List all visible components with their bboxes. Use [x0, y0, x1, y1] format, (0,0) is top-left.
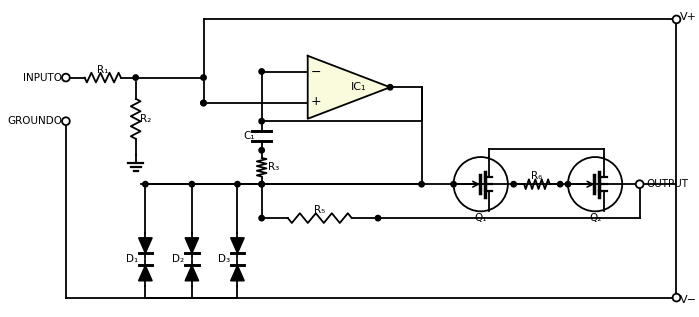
Text: +: +: [311, 94, 322, 107]
Polygon shape: [231, 265, 244, 281]
Text: R₅: R₅: [314, 205, 326, 215]
Text: R₂: R₂: [140, 114, 151, 124]
Circle shape: [259, 215, 264, 221]
Text: V+: V+: [680, 12, 698, 23]
Polygon shape: [185, 265, 199, 281]
Circle shape: [565, 181, 570, 187]
Circle shape: [143, 181, 148, 187]
Circle shape: [387, 85, 393, 90]
Circle shape: [375, 215, 381, 221]
Circle shape: [62, 74, 70, 81]
Polygon shape: [308, 56, 390, 119]
Circle shape: [636, 180, 644, 188]
Text: GROUNDO: GROUNDO: [7, 116, 62, 126]
Text: R₃: R₃: [268, 162, 279, 172]
Circle shape: [201, 100, 206, 106]
Circle shape: [451, 181, 456, 187]
Circle shape: [259, 181, 264, 187]
Text: OUTPUT: OUTPUT: [647, 179, 689, 189]
Text: D₁: D₁: [126, 254, 138, 264]
Polygon shape: [138, 238, 152, 253]
Circle shape: [259, 147, 264, 153]
Text: R₆: R₆: [531, 171, 542, 181]
Text: D₃: D₃: [218, 254, 230, 264]
Polygon shape: [138, 265, 152, 281]
Circle shape: [259, 69, 264, 74]
Text: R₁: R₁: [97, 65, 108, 75]
Text: C₁: C₁: [243, 131, 255, 141]
Text: Q₁: Q₁: [475, 213, 487, 223]
Text: −: −: [311, 66, 322, 79]
Circle shape: [259, 119, 264, 124]
Circle shape: [201, 75, 206, 80]
Circle shape: [62, 117, 70, 125]
Circle shape: [672, 294, 680, 301]
Circle shape: [419, 181, 424, 187]
Circle shape: [511, 181, 517, 187]
Circle shape: [259, 181, 264, 187]
Text: INPUTO: INPUTO: [23, 73, 62, 82]
Text: Q₂: Q₂: [589, 213, 601, 223]
Text: IC₁: IC₁: [351, 82, 366, 92]
Circle shape: [189, 181, 194, 187]
Polygon shape: [231, 238, 244, 253]
Polygon shape: [185, 238, 199, 253]
Text: V−: V−: [680, 294, 698, 305]
Circle shape: [637, 181, 642, 187]
Circle shape: [558, 181, 563, 187]
Circle shape: [133, 75, 138, 80]
Text: D₂: D₂: [172, 254, 185, 264]
Circle shape: [235, 181, 240, 187]
Circle shape: [201, 100, 206, 106]
Circle shape: [672, 16, 680, 23]
